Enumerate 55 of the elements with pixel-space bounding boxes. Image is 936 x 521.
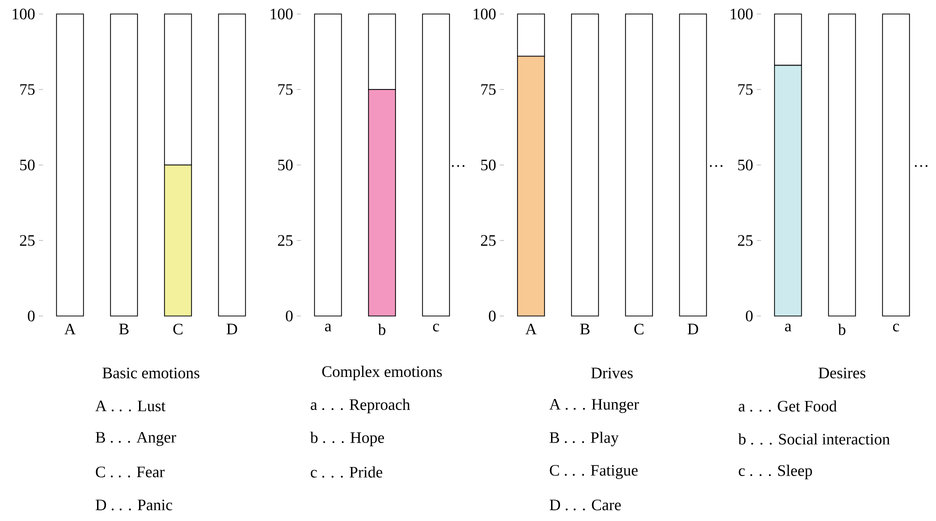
y-tick-label: 75 <box>278 84 293 95</box>
x-tick-label: B <box>580 324 590 334</box>
x-tick-label: b <box>838 324 846 335</box>
text: c . . . Sleep <box>738 464 812 480</box>
x-tick-label: c <box>893 324 900 332</box>
x-tick-label: c <box>433 324 440 332</box>
y-tick-label: 25 <box>20 235 35 246</box>
text: c . . . Pride <box>310 466 382 478</box>
text: D . . . Panic <box>96 500 172 510</box>
y-tick-label: 50 <box>20 160 35 170</box>
text: B . . . Play <box>550 432 619 446</box>
text: a . . . Reproach <box>310 398 410 414</box>
x-tick-label: a <box>325 324 332 332</box>
text: a . . . Get Food <box>738 400 837 412</box>
x-tick-label: b <box>378 324 386 335</box>
y-tick-label: 100 <box>270 8 293 20</box>
text: D . . . Care <box>550 500 621 510</box>
y-tick-label: 0 <box>746 310 753 322</box>
y-tick-label: 100 <box>12 8 35 20</box>
y-tick-label: 75 <box>481 84 496 95</box>
text: b . . . Hope <box>310 432 384 446</box>
x-tick-label: A <box>64 324 76 334</box>
y-tick-label: 25 <box>738 235 753 246</box>
x-tick-label: D <box>688 324 698 334</box>
x-axis-title: Desires <box>818 368 866 378</box>
x-tick-label: C <box>173 324 182 334</box>
x-axis-title: Basic emotions <box>102 368 200 378</box>
y-tick-label: 0 <box>28 310 35 322</box>
x-tick-label: A <box>525 324 537 334</box>
x-tick-label: a <box>785 324 792 332</box>
text: b . . . Social interaction <box>738 433 890 445</box>
y-tick-label: 75 <box>738 84 753 95</box>
text: C . . . Fatigue <box>550 465 638 479</box>
annotation: … <box>452 165 464 167</box>
y-tick-label: 25 <box>480 235 496 246</box>
y-tick-label: 50 <box>278 160 293 170</box>
y-tick-label: 0 <box>286 310 293 322</box>
y-tick-label: 0 <box>488 310 496 322</box>
x-tick-label: C <box>634 324 644 334</box>
text: C . . . Fear <box>96 466 165 478</box>
y-tick-label: 100 <box>474 8 496 20</box>
text: A . . . Lust <box>95 400 166 412</box>
x-tick-label: D <box>226 324 238 334</box>
annotation: … <box>710 165 722 167</box>
x-axis-title: Complex emotions <box>322 366 442 380</box>
text: A . . . Hunger <box>549 399 639 413</box>
y-tick-label: 50 <box>738 160 753 170</box>
y-tick-label: 100 <box>730 8 753 20</box>
x-tick-label: B <box>119 324 129 334</box>
y-tick-label: 50 <box>481 160 496 170</box>
text: B . . . Anger <box>96 432 176 446</box>
y-tick-label: 25 <box>278 235 293 246</box>
x-axis-title: Drives <box>591 368 633 378</box>
annotation: … <box>914 165 928 167</box>
y-tick-label: 75 <box>20 84 35 95</box>
